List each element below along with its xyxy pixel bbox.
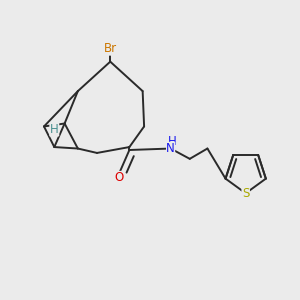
Text: H: H [50, 123, 59, 136]
Text: S: S [242, 187, 249, 200]
Text: Br: Br [104, 42, 117, 55]
Text: O: O [115, 172, 124, 184]
Text: H: H [168, 135, 176, 148]
Text: N: N [166, 142, 175, 155]
